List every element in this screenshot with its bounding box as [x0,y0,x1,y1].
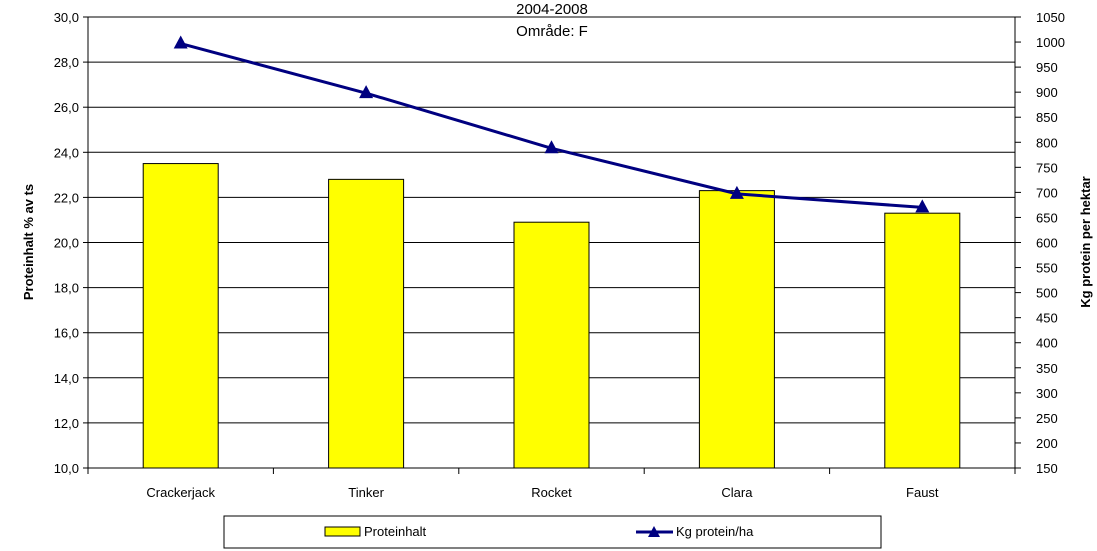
left-tick-label: 30,0 [54,10,79,25]
line-point-marker [729,185,744,199]
x-tick-label: Crackerjack [146,485,215,500]
right-tick-label: 650 [1036,210,1058,225]
legend: Proteinhalt Kg protein/ha [223,515,882,549]
right-tick-label: 450 [1036,311,1058,326]
series-line [180,42,923,209]
right-tick-label: 600 [1036,236,1058,251]
right-tick-label: 700 [1036,185,1058,200]
left-tick-label: 18,0 [54,281,79,296]
bar [513,221,590,469]
right-axis-title: Kg protein per hektar [1078,176,1093,307]
x-tick-label: Tinker [348,485,384,500]
left-tick-label: 26,0 [54,100,79,115]
bar [698,190,775,469]
left-tick-label: 28,0 [54,55,79,70]
right-tick-label: 400 [1036,336,1058,351]
right-axis-ticks: 150 200 250 300 350 400 450 500 550 600 650 700 750 8… [1015,10,1065,476]
chart-title-line-2: Område: F [516,23,588,40]
right-tick-label: 850 [1036,110,1058,125]
bar [884,212,961,469]
line-point-marker [359,85,374,99]
left-tick-label: 16,0 [54,326,79,341]
legend-label-kg-protein: Kg protein/ha [676,524,754,539]
chart-title-line-1: 2004-2008 [516,1,588,18]
x-tick-label: Rocket [531,485,572,500]
right-tick-label: 750 [1036,160,1058,175]
line-point-marker [915,199,930,213]
right-tick-label: 150 [1036,461,1058,476]
x-tick-label: Faust [906,485,939,500]
legend-triangle-marker [648,526,660,537]
right-tick-label: 800 [1036,135,1058,150]
bar [142,163,219,469]
right-tick-label: 900 [1036,85,1058,100]
legend-label-proteinhalt: Proteinhalt [364,524,427,539]
left-tick-label: 10,0 [54,461,79,476]
right-tick-label: 550 [1036,261,1058,276]
line-series [173,35,930,213]
left-tick-label: 22,0 [54,190,79,205]
left-axis-ticks: 10,0 12,0 14,0 16,0 18,0 20,0 22,0 24,0 26,0 28,0… [54,10,88,476]
x-axis-ticks: Crackerjack Tinker Rocket Clara Faust [87,468,1016,500]
left-tick-label: 12,0 [54,416,79,431]
bar [328,178,405,469]
bar-series [142,163,961,469]
right-tick-label: 1000 [1036,35,1065,50]
left-tick-label: 20,0 [54,236,79,251]
right-tick-label: 1050 [1036,10,1065,25]
legend-box [223,515,882,549]
line-point-marker [544,140,559,154]
right-tick-label: 500 [1036,286,1058,301]
left-tick-label: 24,0 [54,145,79,160]
legend-bar-swatch [324,526,361,537]
x-tick-label: Clara [721,485,753,500]
left-tick-label: 14,0 [54,371,79,386]
right-tick-label: 300 [1036,386,1058,401]
line-point-marker [173,35,188,49]
right-tick-label: 350 [1036,361,1058,376]
left-axis-title: Proteinhalt % av ts [21,184,36,300]
right-tick-label: 950 [1036,60,1058,75]
right-tick-label: 200 [1036,436,1058,451]
right-tick-label: 250 [1036,411,1058,426]
